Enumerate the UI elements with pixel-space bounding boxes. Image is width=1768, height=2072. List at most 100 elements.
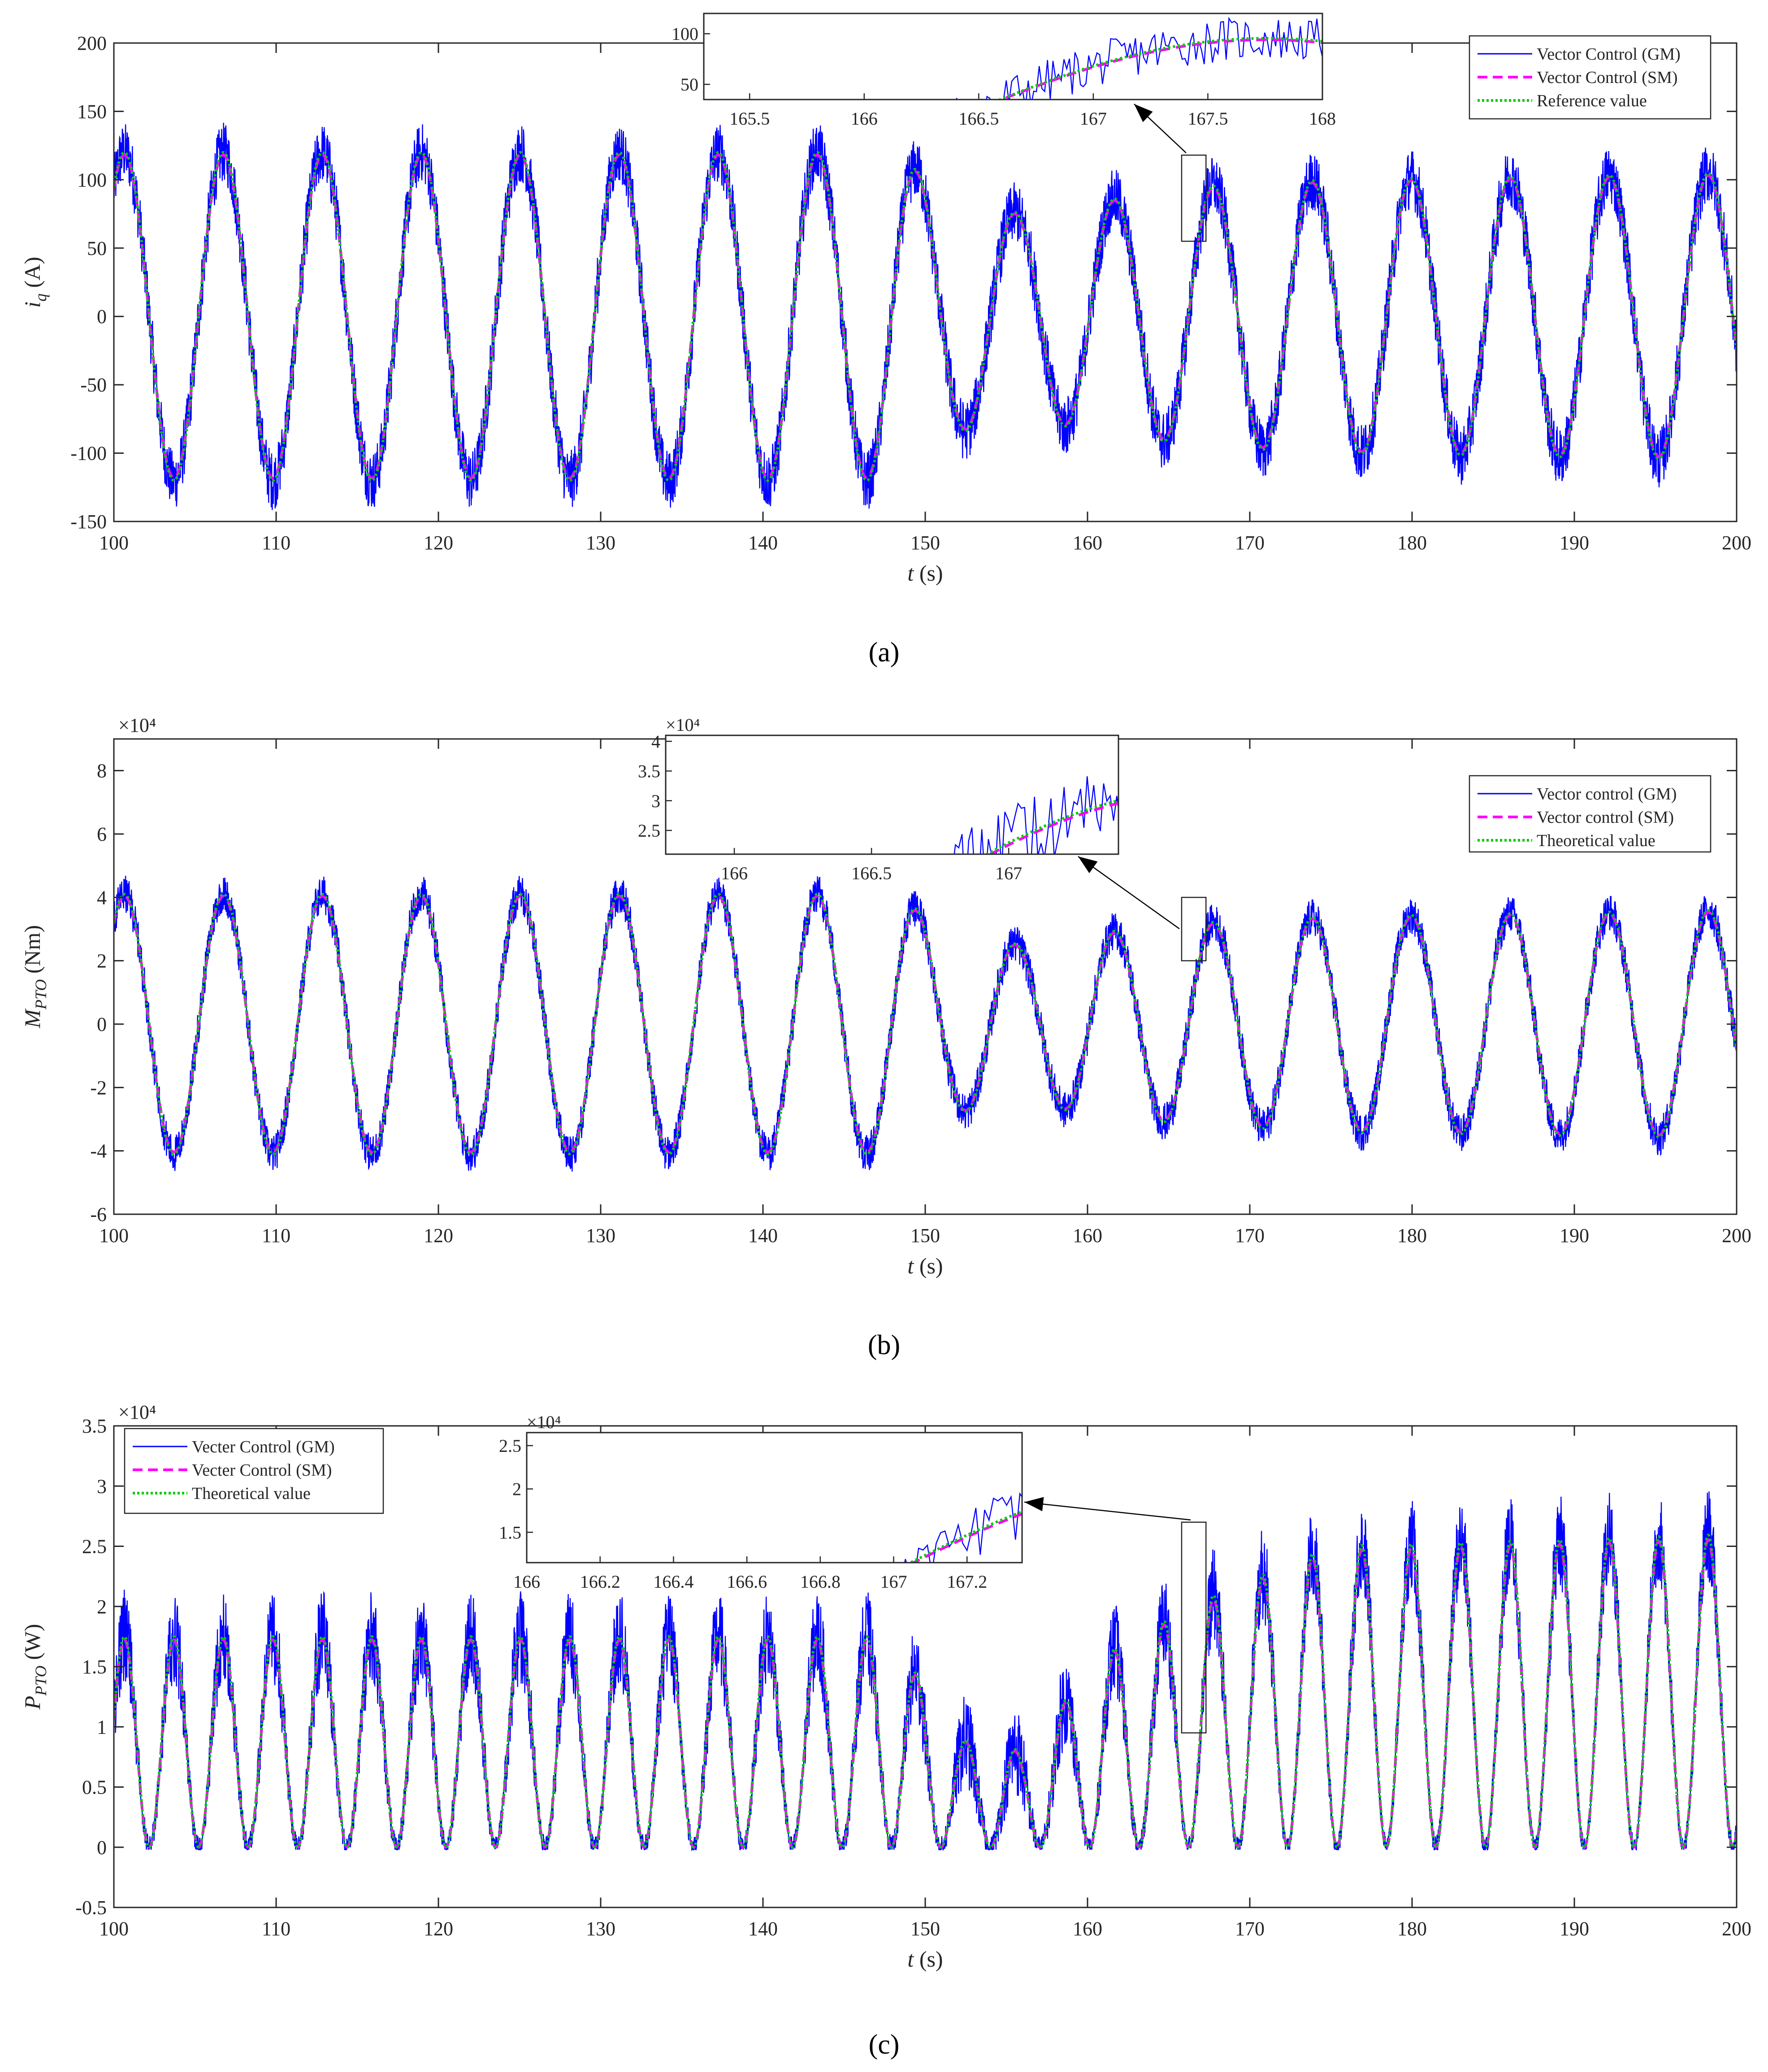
- y-tick-label: 1: [97, 1716, 107, 1738]
- y-tick-label: 0: [97, 306, 107, 328]
- inset-y-tick-label: 2.5: [638, 821, 660, 841]
- inset-x-tick-label: 168: [1309, 109, 1336, 129]
- legend-label: Vector Control (GM): [1537, 45, 1681, 64]
- x-tick-label: 160: [1073, 1225, 1102, 1247]
- x-axis-var: t: [907, 560, 914, 586]
- inset-x-tick-label: 166.6: [727, 1572, 767, 1592]
- zoom-arrow-line: [1024, 1501, 1191, 1521]
- legend-label: Vecter Control (GM): [192, 1438, 335, 1456]
- y-tick-label: 6: [97, 823, 107, 845]
- inset-y-tick-label: 1.5: [499, 1522, 521, 1542]
- x-tick-label: 180: [1397, 532, 1427, 554]
- y-axis-var: P: [20, 1696, 45, 1710]
- x-axis-unit: (s): [914, 1253, 943, 1278]
- inset-x-tick-label: 166: [851, 109, 878, 129]
- y-tick-label: -6: [90, 1203, 107, 1225]
- inset-y-tick-label: 2.5: [499, 1436, 521, 1456]
- inset-x-tick-label: 166: [513, 1572, 540, 1592]
- y-axis-unit: (A): [20, 257, 45, 294]
- x-tick-label: 160: [1073, 1918, 1102, 1940]
- legend-label: Reference value: [1537, 91, 1647, 110]
- inset-y-tick-label: 3: [651, 791, 660, 811]
- inset-x-tick-label: 166.2: [580, 1572, 620, 1592]
- legend-label: Vecter Control (SM): [192, 1461, 332, 1480]
- y-exponent-label: ×10⁴: [118, 1401, 156, 1423]
- x-tick-label: 130: [586, 1918, 615, 1940]
- x-tick-label: 100: [99, 532, 129, 554]
- legend-label: Vector control (SM): [1537, 808, 1674, 827]
- inset-x-tick-label: 167.5: [1187, 109, 1228, 129]
- y-tick-label: 0: [97, 1013, 107, 1035]
- panel-3-series-group: [114, 1491, 1737, 1852]
- panel-2-series-group: [114, 876, 1737, 1172]
- inset-exponent-label: ×10⁴: [527, 1412, 561, 1432]
- x-tick-label: 200: [1722, 1918, 1751, 1940]
- x-tick-label: 140: [748, 1918, 778, 1940]
- x-axis-var: t: [907, 1253, 914, 1278]
- inset-frame: [665, 734, 1119, 855]
- x-tick-label: 200: [1722, 1225, 1751, 1247]
- x-axis-label: t (s): [907, 1253, 943, 1278]
- zoom-arrow-head: [1078, 856, 1098, 873]
- y-axis-label: iq (A): [20, 257, 50, 308]
- panel-label: (c): [869, 2029, 900, 2060]
- y-axis-unit: (W): [20, 1624, 45, 1666]
- y-axis-var: M: [20, 1008, 45, 1029]
- x-tick-label: 180: [1397, 1918, 1427, 1940]
- panel-3: 100 110 120 130 140 150 160 170 180 190 200 -0.5 0 0.…: [20, 1401, 1751, 2060]
- x-tick-label: 200: [1722, 532, 1751, 554]
- y-tick-label: 3: [97, 1475, 107, 1497]
- zoom-box: [1181, 1521, 1207, 1733]
- x-axis-unit: (s): [914, 1946, 943, 1972]
- inset-x-tick-label: 166.5: [958, 109, 999, 129]
- y-tick-label: -4: [90, 1140, 107, 1162]
- inset-1-series-group: [955, 17, 1322, 100]
- inset-x-tick-label: 166.4: [653, 1572, 693, 1592]
- x-tick-label: 170: [1235, 532, 1265, 554]
- x-tick-label: 150: [910, 1918, 940, 1940]
- x-tick-label: 170: [1235, 1918, 1265, 1940]
- inset-y-tick-label: 50: [680, 74, 698, 95]
- x-tick-label: 170: [1235, 1225, 1265, 1247]
- inset-2-series-group: [953, 776, 1118, 854]
- x-tick-label: 150: [910, 532, 940, 554]
- x-tick-label: 190: [1560, 1225, 1589, 1247]
- y-tick-label: 100: [77, 169, 107, 191]
- y-tick-label: 1.5: [82, 1656, 107, 1678]
- y-tick-label: 2: [97, 1596, 107, 1618]
- panel-1-series-reference-value: [114, 151, 1737, 482]
- inset-2-series-theoretical-value: [984, 799, 1118, 854]
- y-tick-label: -2: [90, 1077, 107, 1099]
- panel-1: 100 110 120 130 140 150 160 170 180 190 200 -150 -10…: [20, 13, 1751, 668]
- y-tick-label: 8: [97, 760, 107, 782]
- inset-y-tick-label: 4: [651, 731, 660, 751]
- y-tick-label: 0.5: [82, 1777, 107, 1798]
- inset-1-series-vector-control-gm-: [955, 17, 1322, 100]
- x-tick-label: 120: [424, 1918, 453, 1940]
- x-tick-label: 110: [262, 1225, 290, 1247]
- zoom-arrow-head: [1134, 104, 1153, 122]
- y-tick-label: 50: [87, 237, 107, 259]
- inset-x-tick-label: 167: [995, 863, 1022, 883]
- y-tick-label: -50: [80, 374, 107, 396]
- y-axis-label: MPTO (Nm): [20, 925, 50, 1029]
- inset-x-tick-label: 166: [721, 863, 748, 883]
- y-tick-label: 3.5: [82, 1415, 107, 1437]
- x-tick-label: 120: [424, 532, 453, 554]
- y-tick-label: -150: [70, 511, 107, 533]
- inset-y-tick-label: 100: [672, 24, 698, 44]
- inset-plot: 165.5 166 166.5 167 167.5 168 50 100: [672, 13, 1336, 129]
- inset-x-tick-label: 167: [880, 1572, 907, 1592]
- inset-frame: [703, 13, 1323, 100]
- x-tick-label: 110: [262, 532, 290, 554]
- x-axis-unit: (s): [914, 560, 943, 586]
- panel-1-series-group: [114, 122, 1737, 510]
- inset-3-series-group: [904, 1492, 1022, 1563]
- inset-y-tick-label: 2: [512, 1479, 521, 1499]
- panel-2: 100 110 120 130 140 150 160 170 180 190 200 -6 -4 -2 0…: [20, 714, 1751, 1360]
- panel-2-series-vector-control-sm-: [114, 895, 1737, 1154]
- legend-label: Theoretical value: [192, 1484, 311, 1503]
- inset-plot: 166 166.5 167 2.5 3 3.5 4 ×10⁴: [638, 715, 1119, 883]
- zoom-arrow-head: [1024, 1497, 1044, 1512]
